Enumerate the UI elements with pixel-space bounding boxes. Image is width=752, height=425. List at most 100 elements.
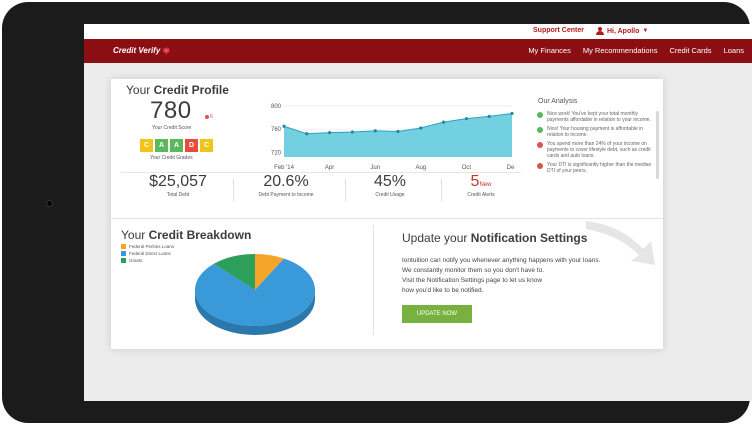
stat-label: Total Debt — [166, 192, 190, 198]
analysis-item: Your DTI is significantly higher than th… — [536, 162, 654, 174]
pie-side — [195, 290, 315, 335]
analysis-title: Our Analysis — [538, 98, 578, 105]
title-bold: Credit Profile — [153, 83, 229, 97]
x-tick-label: Aug — [415, 165, 426, 171]
pie-slice[interactable] — [195, 258, 315, 326]
alert-suffix: New — [479, 182, 492, 188]
data-point[interactable] — [282, 124, 286, 128]
x-tick-label: Jun — [370, 165, 380, 171]
stat-credit-usage: 45% Credit Usage — [345, 173, 435, 198]
stat-label: Debt Payment to Income — [258, 192, 314, 198]
analysis-item: Nice! Your housing payment is affordable… — [536, 126, 654, 138]
top-bar: Support Center Hi, Apollo ▼ — [84, 24, 752, 39]
data-point[interactable] — [350, 130, 354, 134]
credit-grade-badge: A — [170, 139, 183, 152]
notification-line: how you'd like to be notified. — [402, 287, 484, 294]
credit-breakdown-title: Your Credit Breakdown — [121, 228, 251, 242]
screen: Support Center Hi, Apollo ▼ Credit Verif… — [84, 24, 752, 401]
credit-score: 780 — [150, 97, 192, 124]
analysis-list: Nice work! You've kept your total monthl… — [536, 111, 654, 191]
notification-line: Visit the Notification Settings page to … — [402, 277, 543, 284]
data-point[interactable] — [442, 120, 446, 124]
title-light: Update your — [402, 231, 471, 245]
notification-line: We constantly monitor them so you don't … — [402, 267, 545, 274]
warning-icon — [537, 142, 543, 148]
credit-grade-badge: C — [200, 139, 213, 152]
legend-item: Federal Direct Loans — [121, 251, 174, 256]
down-arrow-icon — [205, 115, 209, 119]
data-point[interactable] — [464, 117, 468, 121]
legend-swatch — [121, 244, 126, 249]
title-bold: Notification Settings — [470, 231, 588, 245]
stat-total-debt: $25,057 Total Debt — [133, 173, 223, 198]
analysis-scrollbar[interactable] — [656, 111, 659, 179]
x-tick-label: Feb '14 — [274, 165, 294, 171]
stat-value: 45% — [373, 173, 407, 190]
legend-item: Federal Perkins Loans — [121, 244, 174, 249]
nav-link-my-recommendations[interactable]: My Recommendations — [582, 46, 658, 55]
nav-links: My Finances My Recommendations Credit Ca… — [528, 46, 744, 55]
score-change-value: 6 — [210, 114, 213, 120]
pie-slice[interactable] — [255, 254, 284, 290]
warning-icon — [537, 163, 543, 169]
credit-grade-badge: D — [185, 139, 198, 152]
x-tick-label: Dec — [507, 165, 514, 171]
stat-label: Credit Usage — [375, 192, 405, 198]
dashboard-panel: Your Credit Profile 780 6 Your Credit Sc… — [111, 79, 663, 349]
maple-leaf-icon — [162, 46, 171, 55]
analysis-text: Your DTI is significantly higher than th… — [547, 162, 652, 174]
legend-swatch — [121, 251, 126, 256]
chevron-down-icon: ▼ — [642, 28, 649, 34]
nav-link-loans[interactable]: Loans — [723, 46, 744, 55]
score-change: 6 — [205, 114, 213, 120]
data-point[interactable] — [487, 114, 491, 118]
legend-swatch — [121, 258, 126, 263]
credit-breakdown-pie — [195, 254, 315, 335]
data-point[interactable] — [305, 132, 309, 136]
legend-item: Grants — [121, 258, 174, 263]
legend-label: Grants — [129, 258, 143, 263]
logo[interactable]: Credit Verify — [113, 46, 171, 55]
user-icon — [596, 27, 604, 35]
stats-divider — [121, 172, 521, 173]
data-point[interactable] — [328, 131, 332, 135]
update-now-button[interactable]: UPDATE NOW — [402, 305, 472, 323]
title-light: Your — [121, 228, 149, 242]
area-fill — [284, 113, 512, 157]
camera-icon — [46, 200, 53, 207]
analysis-item: Nice work! You've kept your total monthl… — [536, 111, 654, 123]
credit-grade-badge: C — [140, 139, 153, 152]
check-icon — [537, 127, 543, 133]
data-point[interactable] — [396, 129, 400, 134]
user-menu[interactable]: Hi, Apollo ▼ — [596, 27, 648, 35]
pie-slice[interactable] — [213, 254, 255, 290]
notification-text: Iontuition can notify you whenever anyth… — [402, 256, 652, 296]
data-point[interactable] — [510, 111, 514, 116]
logo-text: Credit Verify — [113, 46, 161, 55]
data-point[interactable] — [373, 129, 377, 133]
support-center-link[interactable]: Support Center — [533, 27, 584, 34]
nav-link-my-finances[interactable]: My Finances — [528, 46, 571, 55]
credit-profile-title: Your Credit Profile — [126, 83, 229, 97]
user-greeting: Hi, Apollo — [607, 27, 640, 35]
nav-link-credit-cards[interactable]: Credit Cards — [669, 46, 712, 55]
section-divider — [111, 218, 663, 219]
legend-label: Federal Perkins Loans — [129, 244, 175, 249]
alert-count: 5 — [470, 173, 480, 190]
credit-score-chart: 720 760 800 Feb '14 Apr Jun Aug Oct Dec — [271, 104, 514, 171]
data-point[interactable] — [419, 126, 423, 130]
divider — [345, 179, 346, 201]
stat-label: Credit Alerts — [467, 192, 495, 198]
y-tick-label: 760 — [271, 127, 282, 133]
stat-credit-alerts[interactable]: 5New Credit Alerts — [441, 173, 521, 198]
analysis-text: You spend more than 24% of your income o… — [547, 141, 651, 159]
x-tick-label: Oct — [462, 165, 472, 171]
legend-label: Federal Direct Loans — [129, 251, 171, 256]
analysis-text: Nice work! You've kept your total monthl… — [547, 111, 651, 123]
notification-settings-title: Update your Notification Settings — [402, 231, 587, 245]
analysis-item: You spend more than 24% of your income o… — [536, 141, 654, 159]
stat-value: $25,057 — [149, 173, 207, 190]
arrow-decoration-icon — [586, 221, 655, 265]
stat-value: 20.6% — [263, 173, 309, 190]
